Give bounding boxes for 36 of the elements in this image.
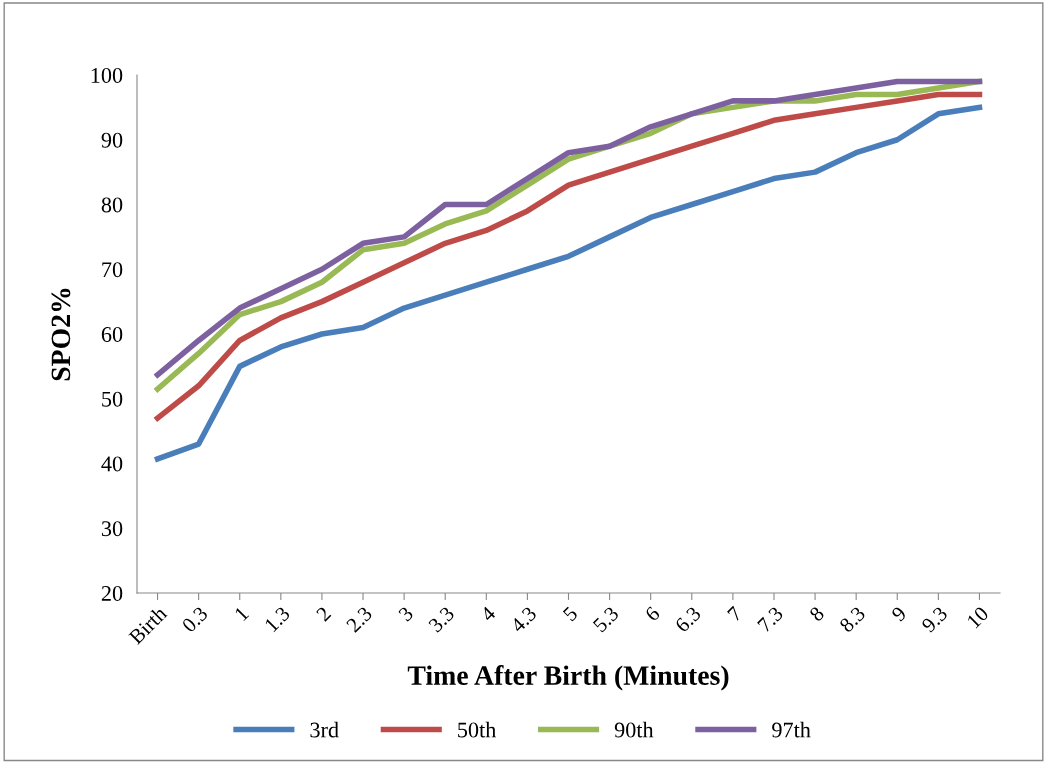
legend-label: 3rd — [310, 721, 339, 738]
x-tick-label: 9 — [890, 605, 908, 623]
x-tick-label: 10 — [966, 605, 990, 629]
x-tick-label: 5.3 — [592, 605, 620, 633]
x-tick-label: 6.3 — [674, 605, 702, 634]
x-tick-label: 7 — [727, 605, 743, 622]
x-tick-label: 8.3 — [838, 605, 867, 634]
y-tick-label: 40 — [101, 456, 123, 472]
x-tick-label: 1.3 — [264, 605, 291, 633]
x-tick-label: 2.3 — [345, 605, 373, 633]
x-tick-label: 3.3 — [427, 605, 456, 633]
x-tick-label: 4.3 — [509, 605, 538, 634]
x-tick-label: 3 — [397, 605, 414, 622]
x-tick-label: 2 — [315, 606, 332, 622]
x-tick-label: 8 — [808, 605, 825, 622]
y-tick-label: 70 — [102, 262, 123, 278]
y-tick-label: 90 — [101, 132, 123, 148]
legend-label: 97th — [772, 721, 811, 738]
x-tick-label: 9.3 — [920, 605, 949, 634]
y-axis-title: SPO2% — [51, 288, 71, 381]
legend-label: 90th — [614, 721, 654, 738]
y-tick-label: 80 — [101, 197, 123, 213]
y-tick-label: 60 — [101, 326, 123, 342]
x-axis-title: Time After Birth (Minutes) — [407, 665, 729, 691]
x-tick-label: 4 — [479, 605, 497, 623]
x-tick-label: 0.3 — [181, 605, 209, 634]
x-tick-label: 6 — [644, 605, 661, 622]
x-tick-label: 5 — [562, 605, 579, 622]
x-tick-label: Birth — [127, 605, 168, 646]
y-tick-label: 20 — [101, 585, 123, 601]
y-tick-label: 50 — [102, 391, 123, 407]
x-tick-label: 7.3 — [757, 605, 784, 633]
x-tick-label: 1 — [234, 606, 250, 622]
y-tick-label: 100 — [91, 67, 123, 83]
y-tick-label: 30 — [101, 521, 123, 537]
legend-label: 50th — [458, 721, 497, 738]
